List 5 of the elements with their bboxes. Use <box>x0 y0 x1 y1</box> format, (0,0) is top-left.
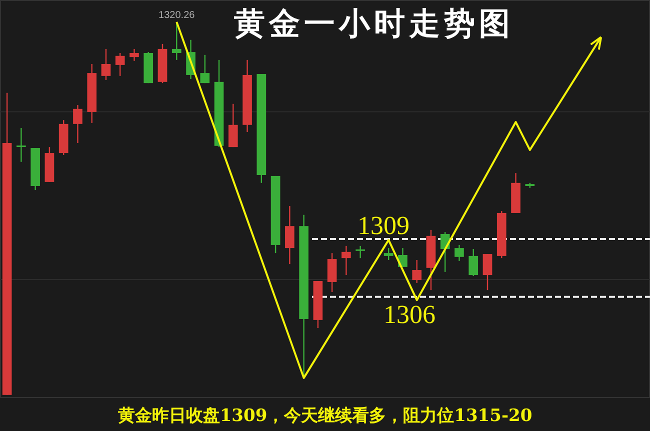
chart-title: 黄金一小时走势图 <box>234 6 514 42</box>
ref-line-label: 1309 <box>358 210 410 240</box>
annotation: 1320.26 <box>158 10 196 21</box>
text: 黄金昨日收盘1309，今天继续看多，阻力位1315-20 <box>116 406 532 426</box>
ref-line-label: 1306 <box>384 300 436 329</box>
